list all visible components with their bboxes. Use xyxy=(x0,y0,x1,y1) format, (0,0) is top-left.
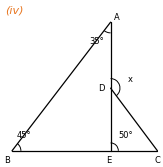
Text: E: E xyxy=(106,156,112,165)
Text: A: A xyxy=(114,13,120,22)
Text: x: x xyxy=(127,75,133,84)
Text: 45°: 45° xyxy=(17,131,31,140)
Text: D: D xyxy=(98,84,104,93)
Text: C: C xyxy=(155,156,160,165)
Text: B: B xyxy=(4,156,10,165)
Text: 50°: 50° xyxy=(119,131,133,140)
Text: 35°: 35° xyxy=(89,37,104,46)
Text: (iv): (iv) xyxy=(6,6,24,16)
